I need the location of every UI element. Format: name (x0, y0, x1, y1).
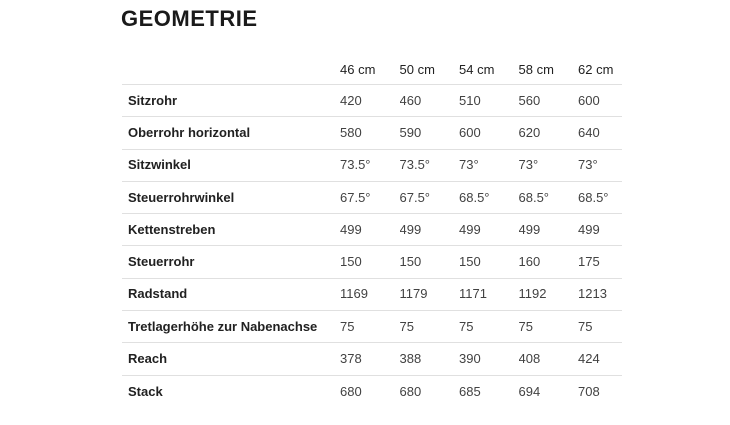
table-row: Steuerrohr 150 150 150 160 175 (122, 246, 622, 279)
table-row: Sitzwinkel 73.5° 73.5° 73° 73° 73° (122, 150, 622, 182)
table-cell: 590 (399, 124, 422, 140)
table-cell: 175 (578, 254, 600, 270)
table-cell: 620 (518, 124, 541, 140)
column-header: 46 cm (340, 61, 376, 77)
table-cell: 499 (340, 221, 362, 237)
table-cell: 390 (459, 351, 481, 367)
table-cell: 680 (340, 383, 362, 399)
row-label: Kettenstreben (128, 221, 216, 237)
table-cell: 1179 (399, 286, 428, 302)
table-cell: 68.5° (459, 189, 490, 205)
table-cell: 424 (578, 351, 600, 367)
row-label: Stack (128, 383, 163, 399)
table-cell: 510 (459, 92, 481, 108)
row-label: Sitzwinkel (128, 157, 191, 173)
table-cell: 388 (399, 351, 422, 367)
table-row: Oberrohr horizontal 580 590 600 620 640 (122, 117, 622, 150)
column-header: 58 cm (518, 61, 554, 77)
table-cell: 499 (459, 221, 481, 237)
table-cell: 420 (340, 92, 362, 108)
table-cell: 1213 (578, 286, 607, 302)
table-cell: 708 (578, 383, 600, 399)
row-label: Reach (128, 351, 168, 367)
table-cell: 378 (340, 351, 362, 367)
table-cell: 150 (399, 254, 422, 270)
row-label: Sitzrohr (128, 92, 178, 108)
row-label: Radstand (128, 286, 188, 302)
table-cell: 1169 (340, 286, 368, 302)
table-cell: 73.5° (399, 157, 431, 173)
table-cell: 73° (578, 157, 598, 173)
row-label: Tretlagerhöhe zur Nabenachse (128, 318, 318, 334)
table-cell: 600 (459, 124, 481, 140)
table-cell: 67.5° (399, 189, 431, 205)
table-row: Tretlagerhöhe zur Nabenachse 75 75 75 75 75 (122, 311, 622, 344)
table-cell: 67.5° (340, 189, 371, 205)
page-title: GEOMETRIE (121, 6, 258, 31)
table-row: Kettenstreben 499 499 499 499 499 (122, 214, 622, 247)
table-cell: 499 (518, 221, 541, 237)
table-cell: 499 (399, 221, 422, 237)
table-cell: 75 (459, 318, 474, 334)
table-cell: 580 (340, 124, 362, 140)
table-cell: 460 (399, 92, 422, 108)
table-cell: 408 (518, 351, 541, 367)
table-cell: 68.5° (518, 189, 550, 205)
table-cell: 600 (578, 92, 600, 108)
table-cell: 73° (459, 157, 479, 173)
table-cell: 73.5° (340, 157, 371, 173)
table-row: Reach 378 388 390 408 424 (122, 343, 622, 376)
row-label: Oberrohr horizontal (128, 124, 251, 140)
table-cell: 75 (518, 318, 533, 334)
column-header: 54 cm (459, 61, 495, 77)
table-cell: 75 (399, 318, 414, 334)
table-row: Sitzrohr 420 460 510 560 600 (122, 85, 622, 118)
table-cell: 68.5° (578, 189, 609, 205)
table-cell: 75 (578, 318, 593, 334)
table-cell: 694 (518, 383, 541, 399)
table-cell: 499 (578, 221, 600, 237)
table-cell: 640 (578, 124, 600, 140)
column-header: 50 cm (399, 61, 435, 77)
table-cell: 150 (459, 254, 481, 270)
table-row: Steuerrohrwinkel 67.5° 67.5° 68.5° 68.5° 68.5… (122, 182, 622, 215)
table-row: Stack 680 680 685 694 708 (122, 376, 622, 408)
row-label: Steuerrohr (128, 254, 195, 270)
table-row: Radstand 1169 1179 1171 1192 1213 (122, 279, 622, 312)
table-cell: 1171 (459, 286, 487, 302)
table-cell: 685 (459, 383, 481, 399)
table-body: Sitzrohr 420 460 510 560 600 Oberrohr horizont… (122, 85, 622, 408)
table-cell: 160 (518, 254, 541, 270)
table-cell: 73° (518, 157, 539, 173)
table-cell: 75 (340, 318, 355, 334)
table-cell: 680 (399, 383, 422, 399)
table-cell: 1192 (518, 286, 547, 302)
table-cell: 560 (518, 92, 541, 108)
table-cell: 150 (340, 254, 362, 270)
geometry-table: 46 cm 50 cm 54 cm 58 cm 62 cm Sitzrohr 420 460… (122, 55, 622, 408)
column-header: 62 cm (578, 61, 614, 77)
table-header-row: 46 cm 50 cm 54 cm 58 cm 62 cm (122, 55, 622, 85)
row-label: Steuerrohrwinkel (128, 189, 235, 205)
